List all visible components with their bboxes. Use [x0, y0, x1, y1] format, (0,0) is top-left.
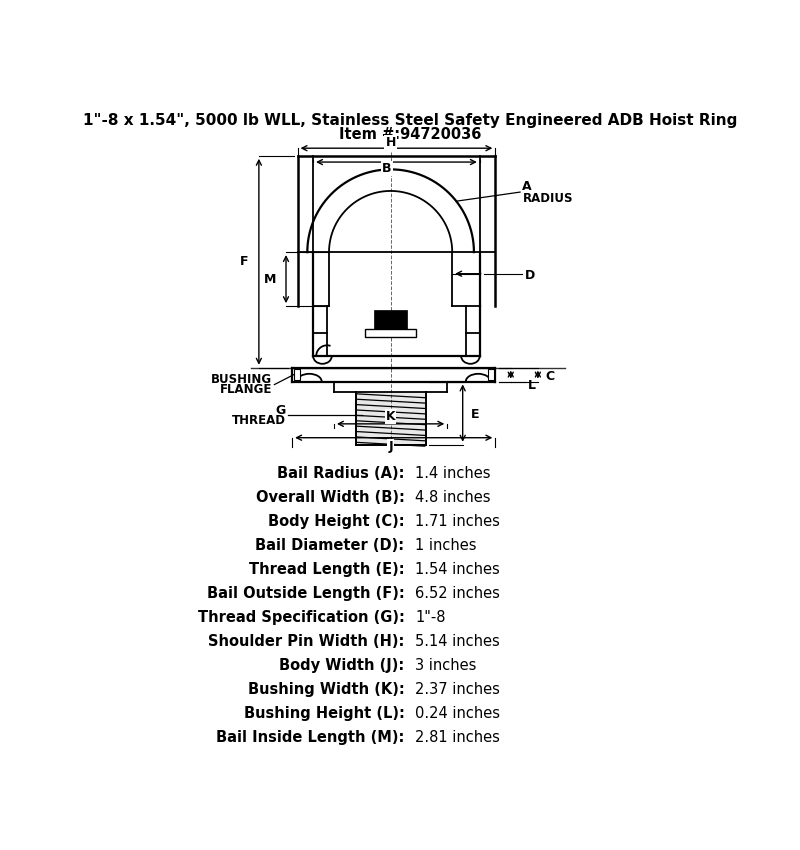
- Text: Thread Length (E):: Thread Length (E):: [249, 563, 405, 577]
- Text: L: L: [528, 379, 536, 392]
- Text: RADIUS: RADIUS: [522, 192, 573, 205]
- Text: B: B: [382, 162, 391, 175]
- Text: F: F: [240, 255, 249, 269]
- Text: 3 inches: 3 inches: [415, 659, 477, 673]
- Text: BUSHING: BUSHING: [211, 372, 272, 386]
- Text: Bail Diameter (D):: Bail Diameter (D):: [255, 538, 405, 553]
- Text: 1.4 inches: 1.4 inches: [415, 466, 491, 481]
- Text: K: K: [386, 411, 395, 423]
- Bar: [294, 369, 300, 380]
- Bar: [356, 393, 426, 445]
- Text: Bail Radius (A):: Bail Radius (A):: [277, 466, 405, 481]
- Text: 2.37 inches: 2.37 inches: [415, 683, 500, 698]
- Bar: [366, 329, 416, 337]
- Text: 2.81 inches: 2.81 inches: [415, 730, 500, 745]
- Text: 1.54 inches: 1.54 inches: [415, 563, 500, 577]
- Bar: [374, 310, 407, 329]
- Text: Bail Inside Length (M):: Bail Inside Length (M):: [216, 730, 405, 745]
- Text: G: G: [276, 404, 286, 416]
- Text: 1"-8 x 1.54", 5000 lb WLL, Stainless Steel Safety Engineered ADB Hoist Ring: 1"-8 x 1.54", 5000 lb WLL, Stainless Ste…: [83, 113, 737, 128]
- Bar: [487, 369, 494, 380]
- Text: Thread Specification (G):: Thread Specification (G):: [198, 610, 405, 626]
- Text: FLANGE: FLANGE: [220, 383, 272, 396]
- Text: H: H: [386, 135, 396, 149]
- Text: J: J: [388, 440, 393, 453]
- Text: 5.14 inches: 5.14 inches: [415, 634, 500, 649]
- Text: D: D: [525, 269, 535, 281]
- Text: Bushing Height (L):: Bushing Height (L):: [244, 706, 405, 722]
- Text: 4.8 inches: 4.8 inches: [415, 490, 491, 505]
- Text: C: C: [546, 370, 554, 382]
- Text: 1 inches: 1 inches: [415, 538, 477, 553]
- Text: M: M: [264, 273, 277, 286]
- Text: Overall Width (B):: Overall Width (B):: [256, 490, 405, 505]
- Text: THREAD: THREAD: [232, 414, 286, 428]
- Text: E: E: [470, 408, 479, 421]
- Text: 0.24 inches: 0.24 inches: [415, 706, 501, 722]
- Text: Bushing Width (K):: Bushing Width (K):: [248, 683, 405, 698]
- Text: Shoulder Pin Width (H):: Shoulder Pin Width (H):: [208, 634, 405, 649]
- Text: Body Height (C):: Body Height (C):: [268, 514, 405, 530]
- Text: 6.52 inches: 6.52 inches: [415, 586, 500, 601]
- Text: Bail Outside Length (F):: Bail Outside Length (F):: [207, 586, 405, 601]
- Text: A: A: [522, 180, 532, 193]
- Text: 1.71 inches: 1.71 inches: [415, 514, 500, 530]
- Text: 1"-8: 1"-8: [415, 610, 446, 626]
- Text: Item #:94720036: Item #:94720036: [339, 128, 481, 143]
- Text: Body Width (J):: Body Width (J):: [279, 659, 405, 673]
